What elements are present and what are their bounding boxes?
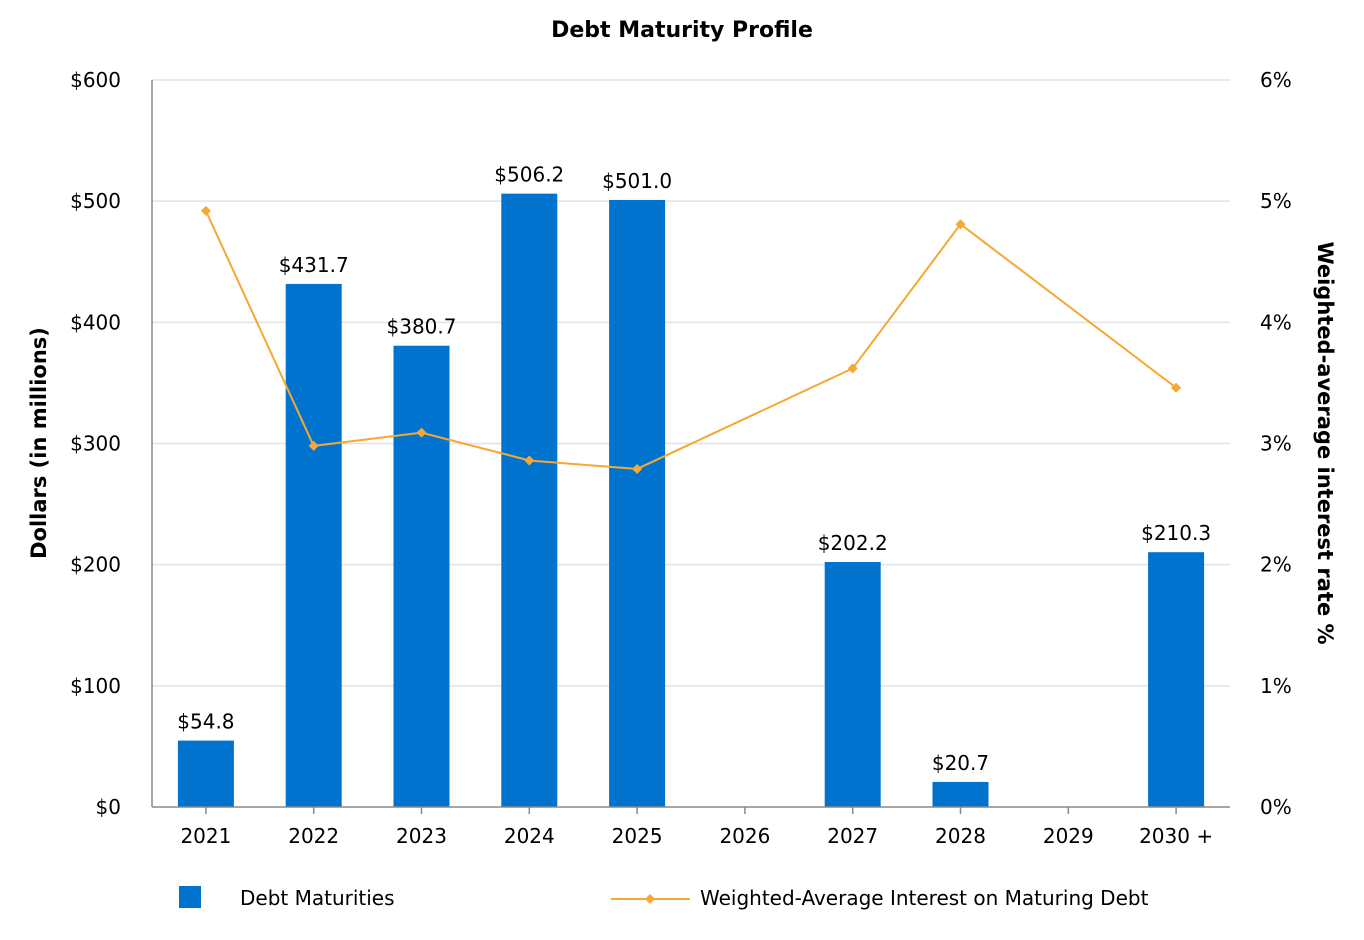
bar-series [177, 193, 1205, 808]
bar [501, 193, 558, 808]
y-tick-label: $500 [70, 189, 121, 213]
bar-value-label: $202.2 [818, 531, 888, 555]
interest-rate-point [200, 205, 211, 216]
interest-rate-point [847, 363, 858, 374]
bar-value-label: $501.0 [602, 169, 672, 193]
bar [177, 740, 234, 807]
axes: $0 $100 $200 $300 $400 $500 $600 0% 1% 2% 3% 4% 5% 6%… [70, 68, 1292, 848]
legend-label-debt-maturities: Debt Maturities [240, 886, 395, 910]
x-tick-label: 2028 [935, 824, 986, 848]
x-tick-label: 2025 [612, 824, 663, 848]
y2-tick-label: 1% [1260, 674, 1292, 698]
x-tick-label: 2027 [827, 824, 878, 848]
interest-rate-point [416, 427, 427, 438]
y-tick-label: $100 [70, 674, 121, 698]
x-tick-label: 2023 [396, 824, 447, 848]
bar-value-label: $20.7 [932, 751, 989, 775]
bar [393, 345, 450, 807]
x-tick-label: 2030 + [1139, 824, 1213, 848]
y2-tick-label: 4% [1260, 310, 1292, 334]
x-tick-label: 2021 [180, 824, 231, 848]
y2-tick-label: 2% [1260, 553, 1292, 577]
interest-rate-point [1171, 382, 1182, 393]
y-tick-label: $200 [70, 553, 121, 577]
interest-rate-point [955, 219, 966, 230]
legend-swatch-debt-maturities [179, 886, 201, 908]
y-axis-title: Dollars (in millions) [27, 327, 51, 559]
bar-value-label: $380.7 [387, 315, 457, 339]
y2-axis-title: Weighted-average interest rate % [1313, 241, 1337, 644]
y2-tick-label: 5% [1260, 189, 1292, 213]
line-series [200, 205, 1182, 474]
interest-rate-point [308, 440, 319, 451]
chart-title: Debt Maturity Profile [551, 18, 813, 43]
bar [609, 199, 666, 807]
y2-tick-label: 0% [1260, 795, 1292, 819]
legend: Debt Maturities Weighted-Average Interest… [179, 886, 1149, 910]
interest-rate-line [204, 210, 1177, 470]
bar-value-label: $431.7 [279, 253, 349, 277]
y-tick-label: $0 [96, 795, 121, 819]
x-tick-label: 2026 [719, 824, 770, 848]
y-tick-label: $600 [70, 68, 121, 92]
bar [285, 283, 342, 808]
bar [1148, 552, 1205, 807]
interest-rate-point [524, 455, 535, 466]
bar [932, 781, 989, 807]
legend-label-interest: Weighted-Average Interest on Maturing De… [700, 886, 1149, 910]
interest-rate-point [632, 463, 643, 474]
y2-tick-label: 6% [1260, 68, 1292, 92]
y2-tick-label: 3% [1260, 432, 1292, 456]
bar-value-label: $54.8 [177, 710, 234, 734]
y-tick-label: $300 [70, 432, 121, 456]
x-tick-label: 2029 [1043, 824, 1094, 848]
data-labels: $54.8 $431.7 $380.7 $506.2 $501.0 $202.2 $20.7… [177, 163, 1211, 775]
x-tick-label: 2024 [504, 824, 555, 848]
bar [824, 562, 881, 807]
bar-value-label: $210.3 [1141, 521, 1211, 545]
legend-marker-interest [645, 894, 655, 904]
bar-value-label: $506.2 [494, 163, 564, 187]
y-tick-label: $400 [70, 310, 121, 334]
x-tick-label: 2022 [288, 824, 339, 848]
